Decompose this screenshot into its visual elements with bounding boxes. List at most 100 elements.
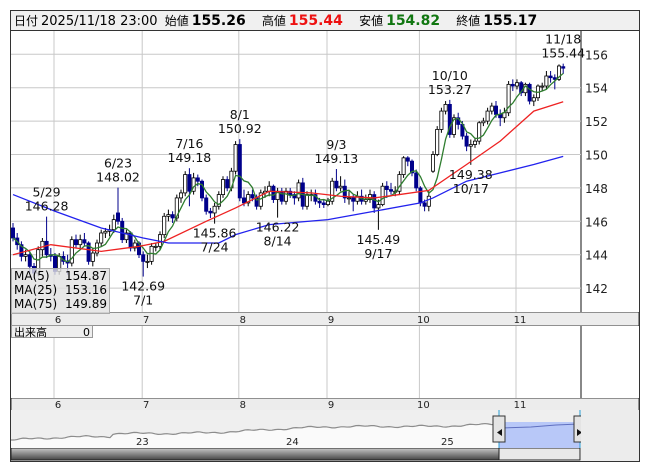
candle-9/2: [330, 177, 335, 205]
legend-ma5-value: 154.87: [65, 269, 107, 283]
ma-legend: MA(5) 154.87 MA(25) 153.16 MA(75) 149.89: [11, 268, 110, 314]
candle-body: [183, 174, 188, 194]
annotation-price: 149.13: [315, 151, 359, 166]
candle-5/21: [19, 241, 24, 262]
candle-9/8: [346, 191, 351, 205]
candle-10/6: [430, 151, 435, 173]
candle-body: [279, 190, 284, 202]
candle-8/1: [237, 139, 242, 202]
candle-6/11: [82, 232, 87, 247]
candle-7/9: [166, 209, 171, 222]
candle-7/2: [145, 254, 150, 269]
candle-body: [208, 210, 213, 214]
candle-8/21: [296, 179, 301, 202]
candle-body: [288, 190, 293, 195]
candle-body: [78, 239, 83, 246]
candle-body: [241, 197, 246, 204]
candle-10/31: [510, 79, 515, 92]
candle-6/13: [90, 248, 95, 267]
candle-body: [23, 254, 28, 257]
candle-7/4: [153, 243, 158, 252]
x-tick-label: 9: [328, 315, 334, 326]
candle-6/24: [120, 217, 125, 244]
candle-8/29: [321, 199, 326, 208]
candle-body: [132, 242, 137, 249]
candle-body: [225, 179, 230, 189]
candle-body: [372, 194, 377, 209]
annotation-date: 9/3: [326, 137, 346, 152]
candle-body: [233, 144, 238, 172]
navigator-label: 25: [441, 437, 454, 448]
candle-8/25: [304, 191, 309, 210]
triangle-right-icon: [577, 429, 582, 436]
candle-body: [141, 254, 146, 262]
candle-9/19: [384, 181, 389, 198]
candle-body: [86, 242, 91, 262]
candle-9/18: [380, 182, 385, 207]
x-tick-label: 6: [55, 315, 61, 326]
candle-body: [468, 144, 473, 147]
candle-10/14: [456, 112, 461, 130]
candle-body: [162, 215, 167, 236]
annotation-price: 149.38: [449, 167, 493, 182]
legend-ma25-value: 153.16: [65, 283, 107, 297]
volume-value: 0: [83, 326, 90, 339]
candle-8/19: [288, 187, 293, 198]
candle-body: [237, 144, 242, 199]
legend-ma5-label: MA(5): [14, 269, 50, 283]
navigator[interactable]: 23 24 25: [11, 410, 639, 448]
candle-7/31: [233, 141, 238, 175]
annotation-date: 8/1: [230, 107, 250, 122]
candle-7/21: [199, 179, 204, 202]
y-tick-label: 148: [585, 182, 608, 196]
annotation-price: 155.44: [541, 46, 585, 61]
candle-10/16: [464, 132, 469, 152]
candle-7/25: [216, 191, 221, 210]
date-value: 2025/11/18 23:00: [41, 14, 158, 29]
horizontal-scrollbar[interactable]: [11, 448, 639, 461]
candle-body: [418, 187, 423, 204]
candle-body: [426, 195, 431, 207]
candle-body: [166, 214, 171, 217]
ohlc-header: 日付 2025/11/18 23:00 始値 155.26 高値 155.44 安値 1…: [11, 11, 639, 31]
candle-6/27: [132, 239, 137, 252]
annotation-price: 145.86: [193, 226, 237, 241]
candle-10/28: [498, 109, 503, 127]
candle-7/23: [208, 207, 213, 218]
scrollbar-thumb[interactable]: [498, 448, 581, 461]
candle-9/15: [367, 189, 372, 203]
candle-body: [409, 160, 414, 174]
candle-6/4: [61, 251, 66, 265]
candle-11/5: [523, 82, 528, 97]
candle-body: [334, 180, 339, 189]
y-tick-label: 150: [585, 149, 608, 163]
candle-body: [401, 157, 406, 175]
candle-body: [346, 197, 351, 200]
candle-7/10: [170, 211, 175, 223]
candle-body: [111, 219, 116, 231]
candle-10/8: [439, 107, 444, 133]
annotation-date: 10/10: [432, 68, 468, 83]
axis-bg: [11, 398, 639, 411]
candle-body: [250, 194, 255, 199]
left-handle[interactable]: [492, 415, 506, 443]
candle-body: [11, 227, 15, 239]
x-tick-label: 8: [240, 315, 246, 326]
candle-body: [27, 254, 32, 267]
navigator-label: 23: [136, 437, 149, 448]
candle-body: [19, 244, 24, 257]
candle-7/29: [225, 176, 230, 192]
candle-body: [485, 110, 490, 122]
candle-body: [435, 129, 440, 155]
candle-10/3: [426, 191, 431, 212]
annotation-date: 7/1: [133, 293, 153, 308]
candle-6/10: [78, 234, 83, 249]
candle-body: [283, 190, 288, 202]
volume-axis-bg: [581, 326, 639, 399]
navigator-right-bg: [581, 410, 639, 448]
candle-body: [388, 189, 393, 192]
candle-11/18: [561, 63, 566, 75]
high-value: 155.44: [288, 13, 343, 29]
candle-10/13: [451, 114, 456, 138]
candle-10/21: [477, 121, 482, 145]
